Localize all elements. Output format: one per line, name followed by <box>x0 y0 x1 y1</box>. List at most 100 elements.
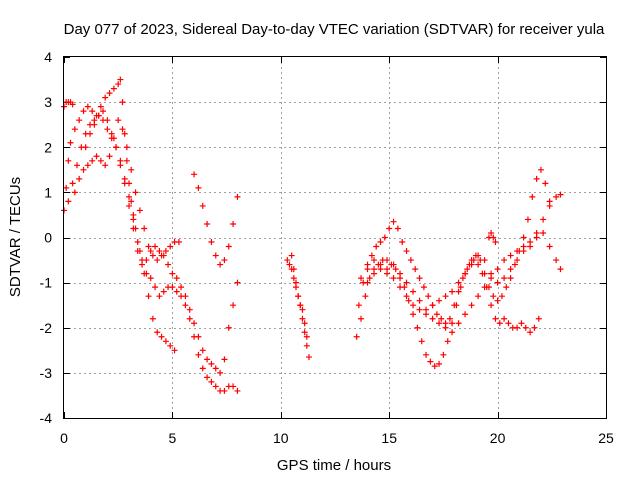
data-point <box>371 257 378 264</box>
data-point <box>230 383 237 390</box>
data-point <box>80 166 87 173</box>
data-point <box>475 261 482 268</box>
data-point <box>128 166 135 173</box>
data-point <box>533 234 540 241</box>
data-point <box>394 225 401 232</box>
data-point <box>392 266 399 273</box>
data-point <box>557 266 564 273</box>
data-point <box>65 198 72 205</box>
series-track-5 <box>82 108 241 376</box>
data-point <box>76 117 83 124</box>
y-tick-label: -2 <box>40 320 53 336</box>
grid <box>64 57 606 418</box>
data-point <box>136 207 143 214</box>
data-point <box>147 248 154 255</box>
data-point <box>390 218 397 225</box>
data-point <box>199 365 206 372</box>
data-point <box>403 248 410 255</box>
data-point <box>217 261 224 268</box>
data-point <box>152 243 159 250</box>
data-point <box>89 108 96 115</box>
data-point <box>442 293 449 300</box>
data-point <box>143 257 150 264</box>
y-tick-label: 1 <box>44 184 52 200</box>
data-point <box>468 261 475 268</box>
data-point <box>212 365 219 372</box>
data-point <box>529 193 536 200</box>
data-point <box>221 387 228 394</box>
series-track-4 <box>71 117 182 264</box>
data-point <box>455 320 462 327</box>
data-point <box>82 144 89 151</box>
data-point <box>221 257 228 264</box>
data-point <box>507 275 514 282</box>
data-point <box>436 360 443 367</box>
data-point <box>546 243 553 250</box>
data-point <box>297 302 304 309</box>
data-point <box>173 275 180 282</box>
data-point <box>63 184 70 191</box>
series-track-6 <box>191 171 241 268</box>
data-point <box>195 351 202 358</box>
data-point <box>186 315 193 322</box>
data-point <box>71 126 78 133</box>
data-point <box>290 266 297 273</box>
data-point <box>130 225 137 232</box>
data-point <box>119 126 126 133</box>
data-point <box>162 338 169 345</box>
data-point <box>384 266 391 273</box>
data-point <box>208 360 215 367</box>
data-point <box>520 243 527 250</box>
data-point <box>488 229 495 236</box>
data-point <box>303 333 310 340</box>
data-point <box>490 234 497 241</box>
data-point <box>535 315 542 322</box>
data-point <box>438 315 445 322</box>
data-point <box>292 279 299 286</box>
plot-frame <box>63 56 607 419</box>
data-point <box>494 297 501 304</box>
data-point <box>160 252 167 259</box>
data-point <box>160 288 167 295</box>
y-tick-label: -1 <box>40 275 53 291</box>
data-point <box>496 320 503 327</box>
data-point <box>462 270 469 277</box>
data-point <box>459 275 466 282</box>
data-point <box>553 193 560 200</box>
data-point <box>503 284 510 291</box>
data-point <box>115 117 122 124</box>
data-point <box>104 117 111 124</box>
data-point <box>429 302 436 309</box>
data-point <box>145 293 152 300</box>
data-point <box>301 320 308 327</box>
data-point <box>410 288 417 295</box>
data-point <box>403 293 410 300</box>
data-point <box>212 383 219 390</box>
data-point <box>540 216 547 223</box>
data-point <box>501 275 508 282</box>
data-point <box>475 293 482 300</box>
data-point <box>147 275 154 282</box>
data-point <box>364 266 371 273</box>
data-point <box>364 279 371 286</box>
data-point <box>286 261 293 268</box>
data-point <box>121 130 128 137</box>
data-point <box>492 239 499 246</box>
data-point <box>524 216 531 223</box>
data-point <box>126 193 133 200</box>
y-axis-label: SDTVAR / TECUs <box>7 177 24 297</box>
data-point <box>462 311 469 318</box>
data-point <box>492 315 499 322</box>
y-tick-label: -3 <box>40 365 53 381</box>
data-point <box>368 252 375 259</box>
data-point <box>418 338 425 345</box>
series-track-1 <box>61 76 178 354</box>
data-point <box>295 293 302 300</box>
data-point <box>154 257 161 264</box>
data-point <box>110 135 117 142</box>
data-point <box>158 333 165 340</box>
data-point <box>290 275 297 282</box>
data-point <box>87 130 94 137</box>
data-point <box>507 266 514 273</box>
